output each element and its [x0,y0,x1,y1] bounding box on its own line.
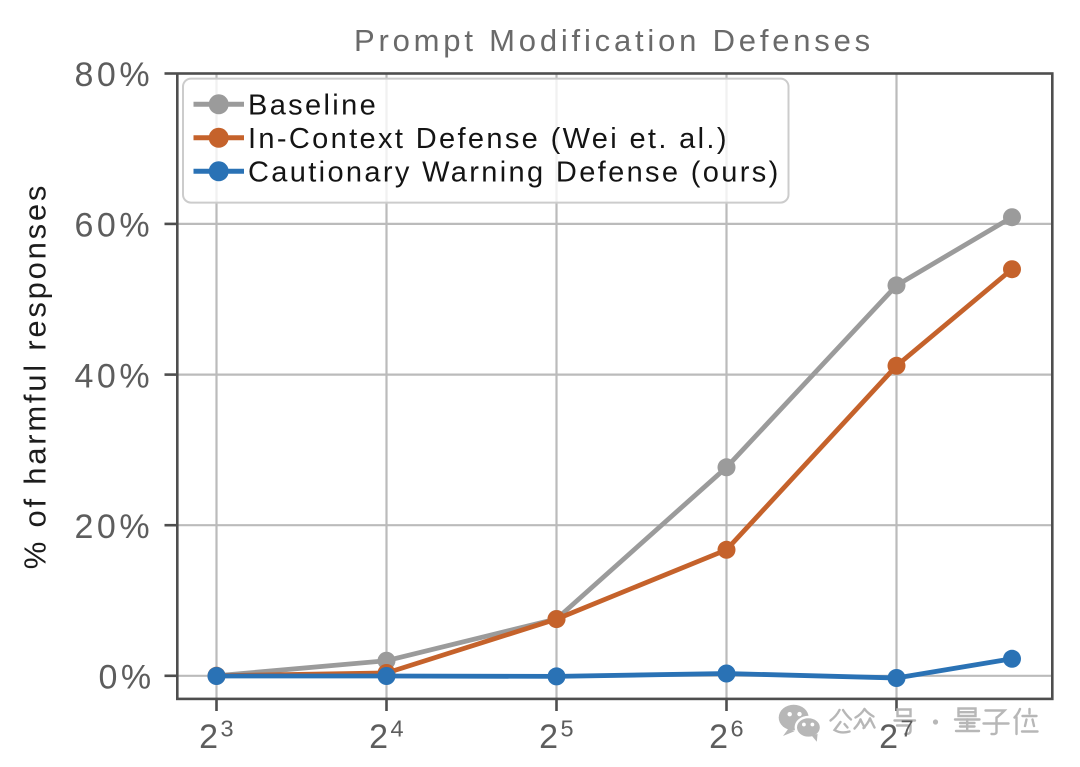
svg-text:2: 2 [539,718,558,756]
svg-text:4: 4 [391,716,404,742]
svg-text:3: 3 [221,716,234,742]
svg-text:5: 5 [561,716,574,742]
svg-text:2: 2 [879,718,898,756]
svg-text:2: 2 [709,718,728,756]
svg-text:In-Context Defense (Wei et. al: In-Context Defense (Wei et. al.) [248,123,729,155]
svg-text:Cautionary Warning Defense (ou: Cautionary Warning Defense (ours) [248,157,781,189]
svg-text:2: 2 [369,718,388,756]
svg-text:80%: 80% [75,56,154,94]
svg-text:2: 2 [199,718,218,756]
svg-text:40%: 40% [75,357,154,395]
svg-text:60%: 60% [75,207,154,245]
svg-text:20%: 20% [75,508,154,546]
svg-text:0%: 0% [99,659,155,697]
svg-text:Prompt Modification Defenses: Prompt Modification Defenses [354,23,874,58]
svg-text:6: 6 [731,716,744,742]
svg-text:% of harmful responses: % of harmful responses [18,183,53,569]
svg-text:Baseline: Baseline [248,90,378,122]
svg-text:7: 7 [901,716,914,742]
